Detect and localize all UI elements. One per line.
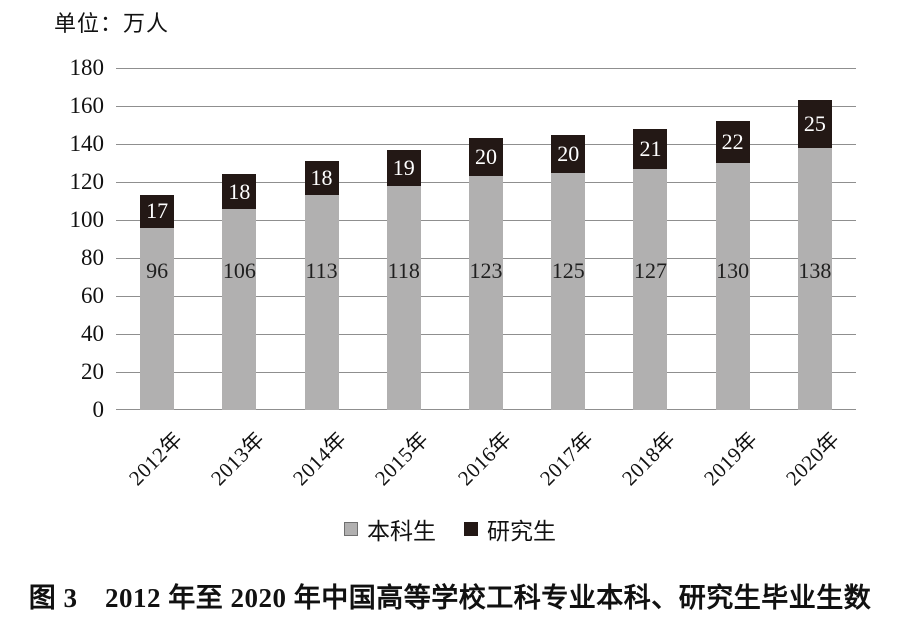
bar-group: 20 125 [527,68,609,410]
y-tick-label: 180 [69,55,105,80]
graduate-bar-segment: 22 [715,121,750,163]
y-tick-label: 80 [81,245,104,270]
graduate-bar-segment: 20 [551,134,586,173]
y-tick-label: 0 [92,397,105,422]
x-axis-label: 2018年 [616,426,681,491]
undergraduate-bar-segment [222,208,257,410]
graduate-value-label: 18 [310,165,333,191]
legend-swatch [344,522,358,536]
graduate-bar-segment: 21 [633,128,668,169]
graduate-bar-segment: 18 [304,161,339,196]
x-axis-label: 2014年 [288,426,352,491]
x-axis-label: 2016年 [452,426,516,491]
legend: 本科生 研究生 [0,512,900,546]
graduate-value-label: 19 [392,154,415,180]
graduate-bar-segment: 17 [140,195,175,228]
x-axis-label: 2020年 [781,426,845,491]
legend-swatch [464,522,478,536]
bar-group: 21 127 [609,68,691,410]
gridline [116,106,856,107]
legend-item: 本科生 [344,512,436,546]
undergraduate-bar-segment [551,172,586,410]
y-tick-label: 160 [69,93,105,118]
legend-label: 本科生 [367,519,436,544]
gridline [116,68,856,69]
x-axis-label: 2019年 [699,426,763,491]
unit-label: 单位：万人 [54,11,170,36]
undergraduate-value-label: 106 [222,258,256,283]
undergraduate-value-label: 138 [798,258,832,283]
plot-area: 17 96 18 106 18 113 19 118 20 123 20 125 21 127 22 130 2… [116,68,856,410]
bar-group: 18 106 [198,68,280,410]
y-tick-label: 140 [69,131,105,156]
undergraduate-value-label: 113 [305,258,338,283]
graduate-value-label: 20 [474,144,497,170]
undergraduate-bar-segment [386,185,421,410]
graduate-value-label: 18 [228,178,251,204]
y-tick-label: 40 [81,321,104,346]
undergraduate-value-label: 130 [716,258,750,283]
graduate-value-label: 25 [803,111,826,137]
graduate-bar-segment: 19 [386,149,421,186]
undergraduate-bar-segment [633,168,668,410]
undergraduate-bar-segment [140,227,175,410]
undergraduate-bar-segment [715,163,750,410]
bar-group: 18 113 [280,68,362,410]
graduate-bar-segment: 25 [797,100,832,148]
y-tick-label: 100 [69,207,105,232]
graduate-value-label: 21 [639,135,662,161]
graduate-value-label: 20 [557,140,580,166]
y-tick-label: 60 [81,283,104,308]
x-axis-label: 2017年 [534,426,599,491]
bar-group: 20 123 [445,68,527,410]
legend-label: 研究生 [487,519,556,544]
y-tick-label: 20 [81,359,104,384]
undergraduate-value-label: 127 [633,258,667,283]
bar-group: 19 118 [363,68,445,410]
x-axis-label: 2013年 [205,426,270,491]
y-axis: 0 20 40 60 80 100 120 140 160 180 [0,55,105,422]
legend-item: 研究生 [464,512,556,546]
undergraduate-bar-segment [797,147,832,410]
undergraduate-bar-segment [304,195,339,410]
graduate-value-label: 17 [146,198,169,224]
undergraduate-value-label: 96 [146,258,169,283]
graduate-bar-segment: 20 [468,138,503,177]
y-tick-label: 120 [69,169,105,194]
x-axis-label: 2015年 [370,426,434,491]
undergraduate-value-label: 118 [387,258,420,283]
undergraduate-bar-segment [468,176,503,410]
graduate-value-label: 22 [721,129,744,155]
undergraduate-value-label: 123 [469,258,503,283]
bar-group: 22 130 [692,68,774,410]
bar-group: 25 138 [774,68,856,410]
bar-group: 17 96 [116,68,198,410]
figure-caption: 图 3 2012 年至 2020 年中国高等学校工科专业本科、研究生毕业生数 [28,583,872,613]
x-axis-label: 2012年 [123,426,187,491]
graduate-bar-segment: 18 [222,174,257,209]
undergraduate-value-label: 125 [551,258,585,283]
